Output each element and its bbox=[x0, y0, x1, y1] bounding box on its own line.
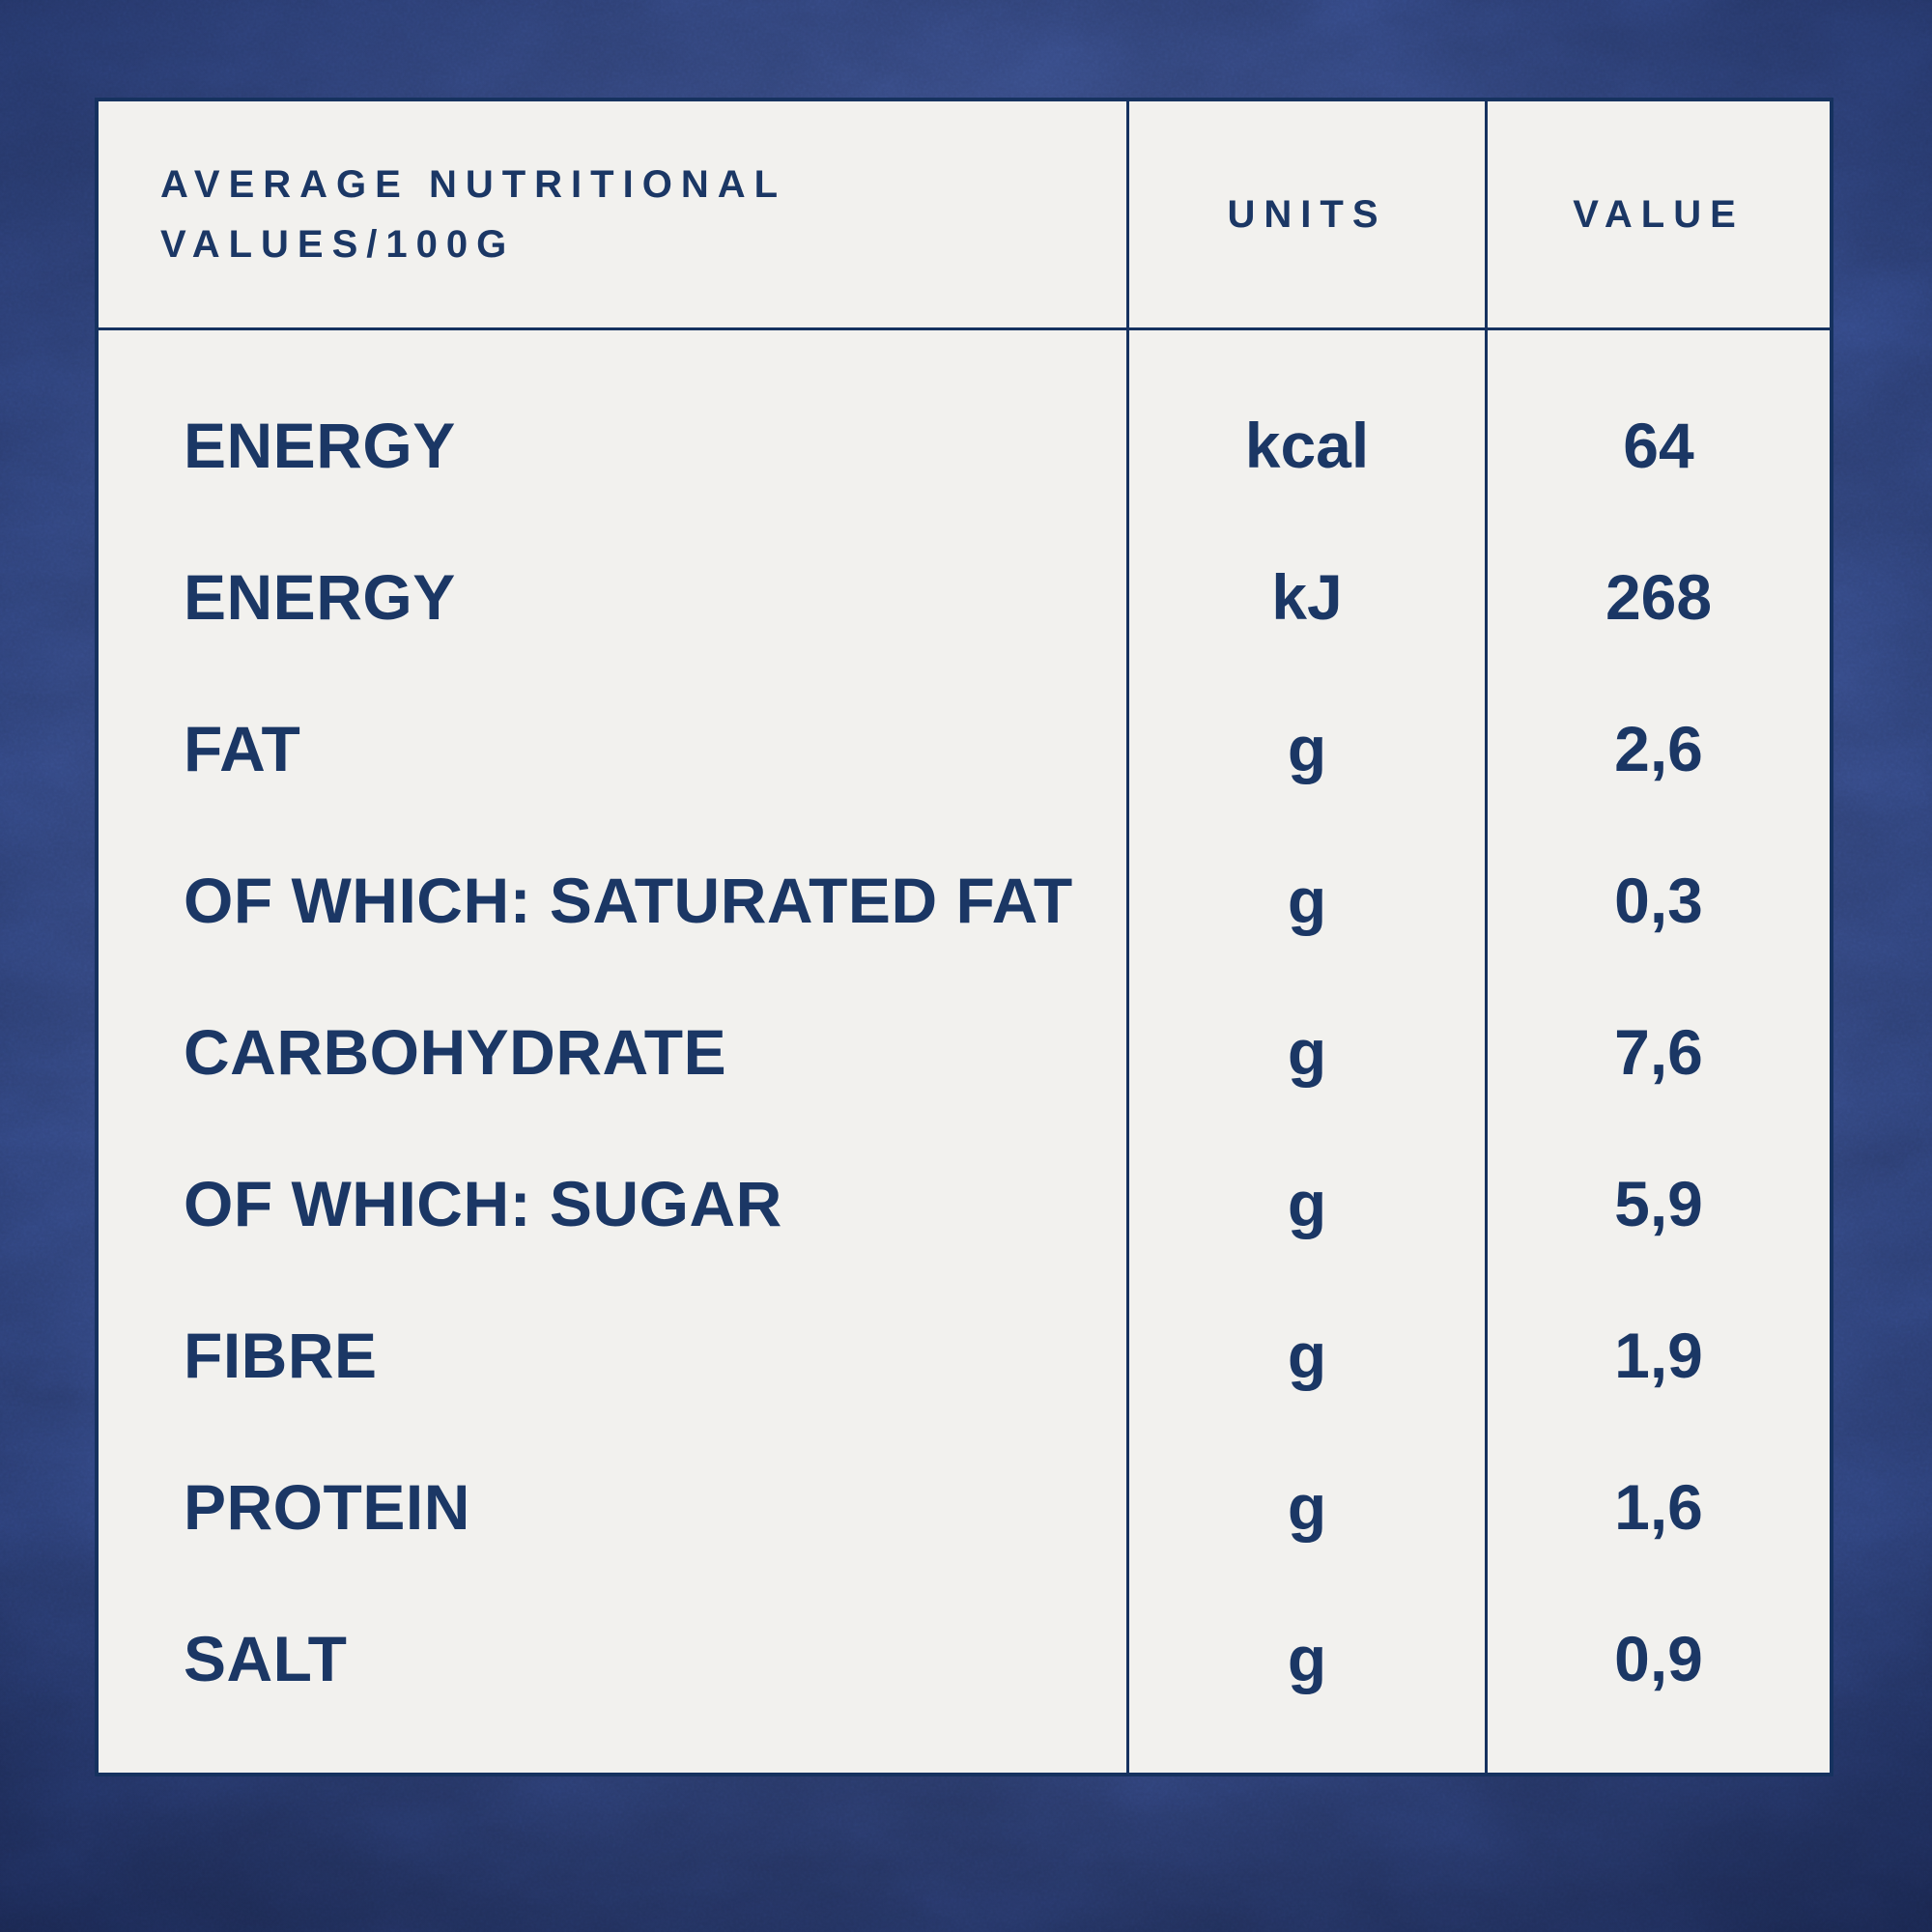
header-cell-value: VALUE bbox=[1485, 101, 1830, 330]
row-unit: g bbox=[1287, 864, 1327, 936]
row-value: 7,6 bbox=[1614, 1015, 1703, 1088]
labels-column: ENERGY ENERGY FAT OF WHICH: SATURATED FA… bbox=[99, 330, 1126, 1773]
table-title: AVERAGE NUTRITIONAL VALUES/100G bbox=[160, 163, 786, 266]
header-cell-units: UNITS bbox=[1126, 101, 1485, 330]
row-unit: g bbox=[1287, 1319, 1327, 1391]
row-value: 5,9 bbox=[1614, 1167, 1703, 1239]
row-value: 268 bbox=[1605, 560, 1713, 633]
units-column-header: UNITS bbox=[1227, 192, 1387, 236]
row-unit: kJ bbox=[1271, 560, 1343, 633]
row-label: OF WHICH: SUGAR bbox=[184, 1167, 782, 1239]
row-label: OF WHICH: SATURATED FAT bbox=[184, 864, 1073, 936]
row-value: 1,9 bbox=[1614, 1319, 1703, 1391]
row-label: PROTEIN bbox=[184, 1470, 470, 1543]
row-label: FIBRE bbox=[184, 1319, 378, 1391]
header-cell-average-nutritional-values: AVERAGE NUTRITIONAL VALUES/100G bbox=[99, 101, 1126, 330]
row-value: 1,6 bbox=[1614, 1470, 1703, 1543]
row-value: 2,6 bbox=[1614, 712, 1703, 784]
values-column: 64 268 2,6 0,3 7,6 5,9 1,9 1,6 0,9 bbox=[1485, 330, 1830, 1773]
nutrition-table: AVERAGE NUTRITIONAL VALUES/100G UNITS VA… bbox=[95, 98, 1833, 1776]
row-value: 0,3 bbox=[1614, 864, 1703, 936]
row-label: ENERGY bbox=[184, 560, 456, 633]
row-value: 0,9 bbox=[1614, 1622, 1703, 1694]
row-unit: g bbox=[1287, 1015, 1327, 1088]
value-column-header: VALUE bbox=[1573, 192, 1745, 236]
row-label: FAT bbox=[184, 712, 301, 784]
row-label: CARBOHYDRATE bbox=[184, 1015, 727, 1088]
row-value: 64 bbox=[1623, 409, 1694, 481]
row-label: ENERGY bbox=[184, 409, 456, 481]
row-unit: g bbox=[1287, 1622, 1327, 1694]
row-unit: kcal bbox=[1244, 409, 1370, 481]
row-unit: g bbox=[1287, 712, 1327, 784]
row-unit: g bbox=[1287, 1470, 1327, 1543]
row-label: SALT bbox=[184, 1622, 348, 1694]
row-unit: g bbox=[1287, 1167, 1327, 1239]
units-column: kcal kJ g g g g g g g bbox=[1126, 330, 1485, 1773]
